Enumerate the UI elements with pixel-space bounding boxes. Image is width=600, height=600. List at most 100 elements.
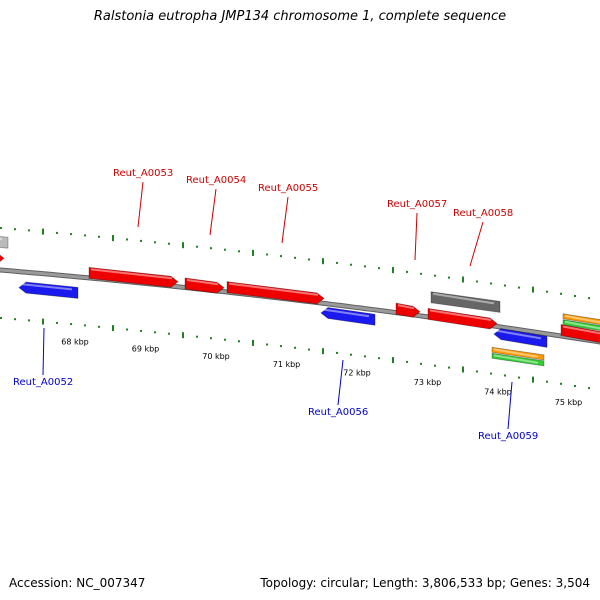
scale-tick-lower xyxy=(350,353,352,356)
scale-tick-lower xyxy=(280,345,282,348)
gene-arrow-reut-a0053-body xyxy=(88,266,179,288)
scale-tick-upper xyxy=(112,235,114,242)
scale-tick-upper xyxy=(364,265,366,268)
scale-tick-lower xyxy=(392,357,394,364)
kbp-label: 73 kbp xyxy=(414,378,442,387)
gene-label-reut-a0057: Reut_A0057 xyxy=(387,199,447,210)
scale-tick-lower xyxy=(504,374,506,377)
gene-arrow-partial-right-highlight xyxy=(562,325,600,335)
gene-arrow-reut-a0059 xyxy=(493,328,548,348)
scale-tick-lower xyxy=(322,348,324,355)
gene-label-reut-a0059: Reut_A0059 xyxy=(478,431,538,442)
scale-tick-upper xyxy=(588,297,590,300)
scale-tick-upper xyxy=(546,290,548,293)
scale-tick-upper xyxy=(378,267,380,270)
gene-box-partial-grey-body xyxy=(0,236,9,249)
scale-tick-upper xyxy=(574,295,576,297)
scale-tick-upper xyxy=(252,249,254,256)
rna-orange xyxy=(491,346,545,361)
scale-tick-upper xyxy=(14,228,16,231)
scale-tick-lower xyxy=(448,366,450,369)
gene-box-pseudo-body xyxy=(430,291,501,313)
scale-tick-upper xyxy=(462,276,464,283)
scale-tick-upper xyxy=(70,233,72,236)
scale-tick-lower xyxy=(28,319,30,322)
scale-tick-upper xyxy=(532,286,534,293)
gene-arrow-partial xyxy=(0,254,5,262)
kbp-label: 68 kbp xyxy=(61,338,89,347)
scale-tick-lower xyxy=(378,357,380,360)
scale-tick-lower xyxy=(84,324,86,327)
gene-arrow-partial-right xyxy=(560,324,600,343)
gene-box-pseudo-highlight xyxy=(432,292,495,305)
scale-tick-lower xyxy=(574,385,576,387)
leader-line-reut-a0058 xyxy=(469,221,484,267)
scale-tick-upper xyxy=(84,234,86,237)
scale-tick-upper xyxy=(42,228,44,235)
scale-tick-lower xyxy=(140,329,142,332)
gene-box-partial-grey xyxy=(0,236,9,249)
rna-green xyxy=(491,352,545,367)
gene-label-reut-a0056: Reut_A0056 xyxy=(308,407,368,418)
gene-arrow-partial-right-body xyxy=(560,324,600,343)
scale-tick-lower xyxy=(462,366,464,373)
scale-tick-lower xyxy=(168,332,170,335)
gene-arrow-partial-body xyxy=(0,254,5,262)
kbp-label: 74 kbp xyxy=(484,388,512,397)
scale-tick-upper xyxy=(560,292,562,295)
scale-tick-upper xyxy=(280,255,282,258)
rna-orange-right-body xyxy=(562,313,600,325)
rna-green-highlight xyxy=(493,354,539,364)
gene-arrow-reut-a0054 xyxy=(184,277,225,294)
gene-arrow-reut-a0056-body xyxy=(320,307,376,326)
scale-tick-lower xyxy=(294,346,296,349)
scale-tick-lower xyxy=(406,360,408,363)
gene-arrow-reut-a0055 xyxy=(226,281,325,305)
kbp-label: 69 kbp xyxy=(132,344,160,353)
gene-arrow-reut-a0053-highlight xyxy=(90,268,173,280)
gene-box-partial-grey-highlight xyxy=(0,237,3,241)
gene-arrow-reut-a0057-highlight xyxy=(397,304,415,310)
scale-tick-lower xyxy=(420,362,422,365)
scale-tick-upper xyxy=(420,272,422,275)
leader-line-reut-a0059 xyxy=(507,381,513,430)
genes-layer xyxy=(0,236,600,367)
scale-tick-lower xyxy=(224,338,226,341)
gene-arrow-reut-a0056 xyxy=(320,307,376,326)
scale-tick-lower xyxy=(210,337,212,340)
scale-tick-upper xyxy=(350,263,352,266)
scale-tick-lower xyxy=(154,331,156,334)
scale-tick-lower xyxy=(182,332,184,339)
scale-tick-upper xyxy=(140,239,142,242)
scale-tick-lower xyxy=(112,325,114,332)
scale-tick-upper xyxy=(224,248,226,251)
scale-tick-upper xyxy=(406,270,408,273)
kbp-label: 71 kbp xyxy=(273,360,301,369)
gene-label-reut-a0055: Reut_A0055 xyxy=(258,183,318,194)
scale-tick-upper xyxy=(448,276,450,279)
scale-tick-lower xyxy=(98,325,100,328)
scale-tick-upper xyxy=(98,235,100,238)
scale-tick-upper xyxy=(154,241,156,244)
gene-arrow-reut-a0058-body xyxy=(427,307,498,330)
scale-tick-upper xyxy=(266,253,268,256)
scale-tick-upper xyxy=(392,267,394,274)
leader-line-reut-a0055 xyxy=(281,196,289,244)
scale-tick-upper xyxy=(168,242,170,245)
leader-line-reut-a0052 xyxy=(42,327,45,376)
gene-label-reut-a0052: Reut_A0052 xyxy=(13,377,73,388)
kbp-label: 72 kbp xyxy=(343,369,371,378)
kbp-label: 70 kbp xyxy=(202,352,230,361)
rna-orange-body xyxy=(491,346,545,361)
topology-summary: Topology: circular; Length: 3,806,533 bp… xyxy=(260,576,590,590)
scale-tick-lower xyxy=(196,335,198,338)
scale-tick-lower xyxy=(308,348,310,351)
scale-tick-upper xyxy=(210,247,212,250)
gene-arrow-reut-a0052-highlight xyxy=(20,283,73,291)
scale-tick-lower xyxy=(14,318,16,321)
gene-label-reut-a0058: Reut_A0058 xyxy=(453,208,513,219)
scale-tick-lower xyxy=(126,328,128,331)
gene-arrow-reut-a0056-highlight xyxy=(322,308,370,318)
